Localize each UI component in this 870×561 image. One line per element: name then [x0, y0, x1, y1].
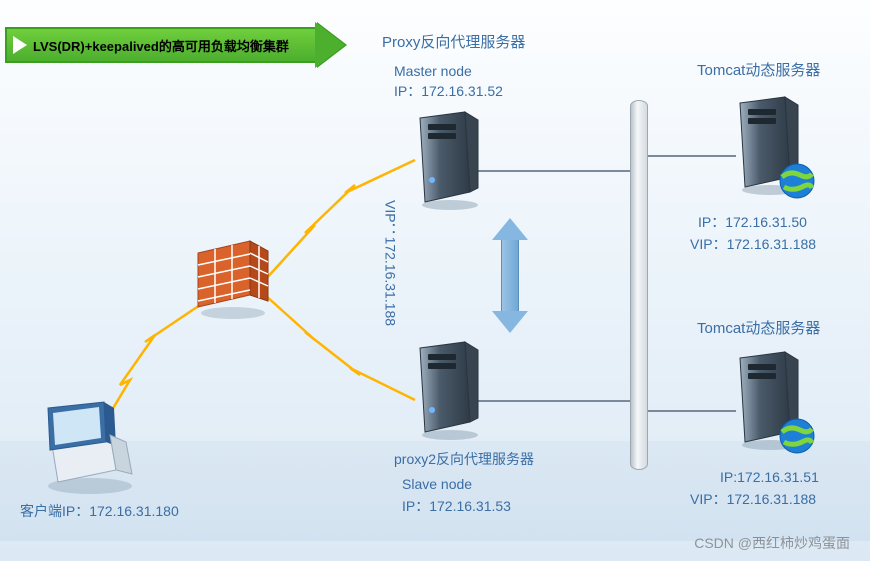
proxy-title-label: Proxy反向代理服务器 [382, 32, 525, 53]
tomcat1-vip-label: VIP：172.16.31.188 [690, 235, 816, 255]
title-arrow-body: LVS(DR)+keepalived的高可用负载均衡集群 [5, 27, 315, 63]
vip-label: VIP：172.16.31.188 [380, 200, 400, 326]
proxy1-server-icon [410, 110, 480, 210]
tomcat2-title-label: Tomcat动态服务器 [697, 318, 820, 339]
arrow-head-icon [315, 22, 345, 68]
master-node-label: Master node [394, 62, 472, 82]
proxy2-title-label: proxy2反向代理服务器 [394, 450, 534, 470]
slave-ip-label: IP：172.16.31.53 [402, 497, 511, 517]
backbone-pipe [630, 100, 648, 470]
globe-icon [778, 162, 816, 200]
line-pipe-tomcat2 [646, 410, 736, 412]
line-pipe-tomcat1 [646, 155, 736, 157]
tomcat2-ip-label: IP:172.16.31.51 [720, 468, 819, 488]
tomcat1-ip-label: IP：172.16.31.50 [698, 213, 807, 233]
master-ip-label: IP：172.16.31.52 [394, 82, 503, 102]
line-proxy1-pipe [478, 170, 638, 172]
client-pc-icon [40, 400, 140, 495]
line-proxy2-pipe [478, 400, 638, 402]
tomcat1-title-label: Tomcat动态服务器 [697, 60, 820, 81]
firewall-icon [190, 235, 275, 320]
play-icon [13, 36, 27, 54]
slave-node-label: Slave node [402, 475, 472, 495]
client-label: 客户端IP：172.16.31.180 [20, 502, 179, 522]
title-text: LVS(DR)+keepalived的高可用负载均衡集群 [33, 36, 289, 55]
title-arrow: LVS(DR)+keepalived的高可用负载均衡集群 [5, 22, 345, 68]
double-arrow-icon [490, 218, 530, 333]
proxy2-server-icon [410, 340, 480, 440]
watermark: CSDN @西红柿炒鸡蛋面 [694, 533, 850, 553]
globe-icon [778, 417, 816, 455]
tomcat2-vip-label: VIP：172.16.31.188 [690, 490, 816, 510]
